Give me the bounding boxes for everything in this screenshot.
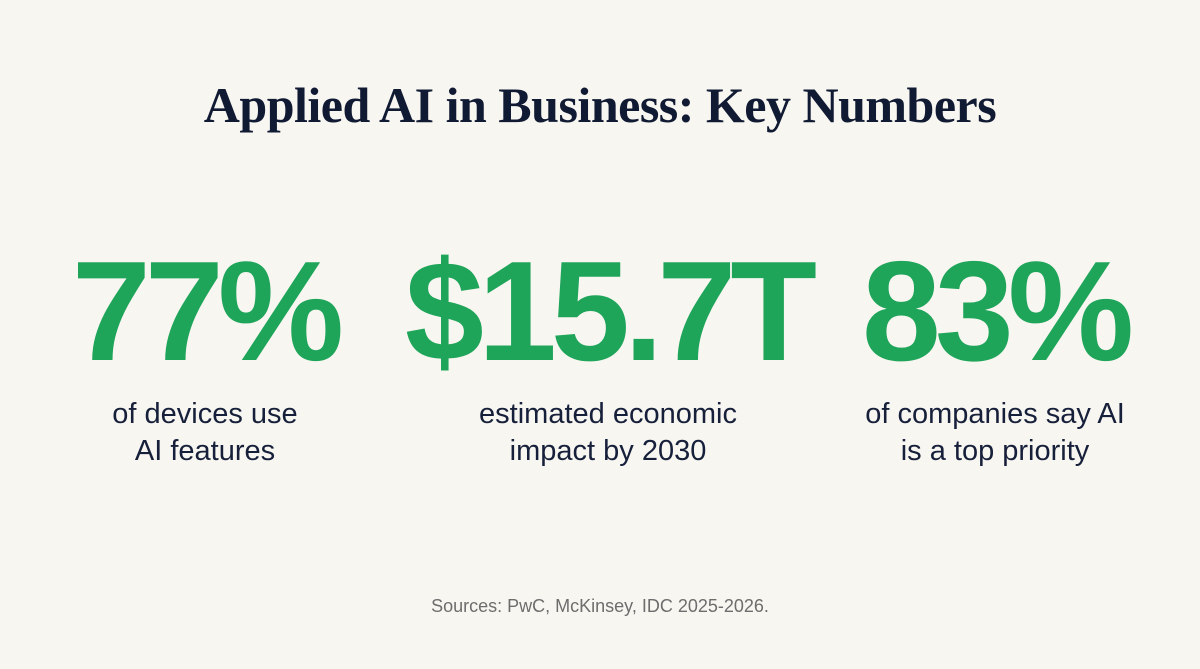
description-line: of devices use <box>112 398 298 430</box>
description-line: impact by 2030 <box>509 435 707 467</box>
stat-card: 77% of devices use AI features <box>0 232 415 470</box>
stat-value: 77% <box>71 232 344 391</box>
description-line: of companies say AI <box>865 398 1125 430</box>
description-line: AI features <box>134 435 276 467</box>
stat-card: 83% of companies say AI is a top priority <box>785 232 1200 470</box>
stat-description: estimated economic impact by 2030 <box>398 396 818 470</box>
stat-description: of devices use AI features <box>0 396 415 470</box>
description-line: estimated economic <box>479 398 737 430</box>
stat-value: 83% <box>861 232 1134 391</box>
stat-description: of companies say AI is a top priority <box>785 396 1200 470</box>
stat-card: $15.7T estimated economic impact by 2030 <box>398 232 818 470</box>
description-line: is a top priority <box>900 435 1090 467</box>
title: Applied AI in Business: Key Numbers <box>203 77 997 133</box>
stat-value: $15.7T <box>404 232 817 391</box>
source-note: Sources: PwC, McKinsey, IDC 2025-2026. <box>431 596 769 616</box>
